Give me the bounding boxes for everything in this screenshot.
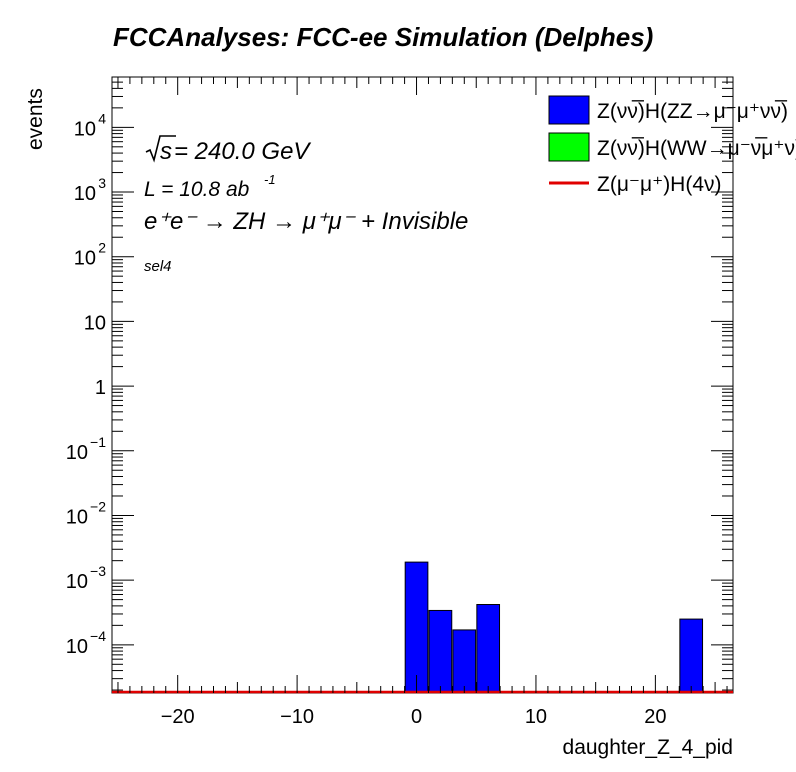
y-tick-label-exponent: −1 xyxy=(90,434,106,450)
sqrt-sign xyxy=(145,135,176,163)
y-tick-label: 10 xyxy=(66,506,88,528)
annotation-sqrt-s: s xyxy=(160,138,172,165)
y-tick-label: 10 xyxy=(74,183,96,205)
annotation-energy: = 240.0 GeV xyxy=(174,138,311,165)
y-tick-label-exponent: −3 xyxy=(90,563,106,579)
x-tick-label: 10 xyxy=(525,706,547,728)
annotation-lumi-exponent: -1 xyxy=(264,172,276,187)
legend-label: Z(νν̅)H(WW→μ⁻ν̅μ⁺ν) xyxy=(597,137,796,160)
y-tick-label: 10 xyxy=(66,442,88,464)
chart-title: FCCAnalyses: FCC-ee Simulation (Delphes) xyxy=(113,22,653,52)
legend: Z(νν̅)H(ZZ→μ⁻μ⁺νν̅) Z(νν̅)H(WW→μ⁻ν̅μ⁺ν) Z(… xyxy=(548,95,796,196)
y-tick-label-exponent: 2 xyxy=(98,240,106,256)
x-tick-label: 20 xyxy=(644,706,666,728)
y-tick-label-exponent: 4 xyxy=(98,110,106,126)
x-tick-label: 0 xyxy=(411,706,422,728)
bar xyxy=(404,561,429,694)
bar xyxy=(452,629,477,694)
y-tick-label-exponent: −4 xyxy=(90,628,106,644)
bar xyxy=(679,618,704,694)
annotations: s = 240.0 GeV L = 10.8 ab -1 e⁺e⁻ → ZH →… xyxy=(144,135,468,275)
bar xyxy=(476,604,501,694)
y-tick-label: 10 xyxy=(66,571,88,593)
y-axis-title: events xyxy=(24,88,47,150)
y-tick-label: 10 xyxy=(66,636,88,658)
annotation-selection: sel4 xyxy=(144,258,172,275)
y-tick-label: 10 xyxy=(74,248,96,270)
bar xyxy=(428,609,453,694)
legend-swatch xyxy=(548,95,590,125)
y-tick-label-exponent: 3 xyxy=(98,175,106,191)
x-axis: −20 −10 0 10 20 xyxy=(117,77,728,728)
y-tick-label-exponent: −2 xyxy=(90,498,106,514)
x-tick-label: −10 xyxy=(280,706,314,728)
legend-swatch xyxy=(548,132,590,162)
y-tick-label: 1 xyxy=(95,377,106,399)
annotation-process: e⁺e⁻ → ZH → μ⁺μ⁻ + Invisible xyxy=(144,208,468,235)
legend-label: Z(μ⁻μ⁺)H(4ν) xyxy=(597,173,722,196)
y-tick-label: 10 xyxy=(74,118,96,140)
annotation-lumi: L = 10.8 ab xyxy=(144,178,250,201)
x-tick-label: −20 xyxy=(161,706,195,728)
bars xyxy=(112,561,733,694)
x-axis-title: daughter_Z_4_pid xyxy=(563,736,733,759)
y-tick-label: 10 xyxy=(84,312,106,334)
legend-label: Z(νν̅)H(ZZ→μ⁻μ⁺νν̅) xyxy=(597,100,788,123)
